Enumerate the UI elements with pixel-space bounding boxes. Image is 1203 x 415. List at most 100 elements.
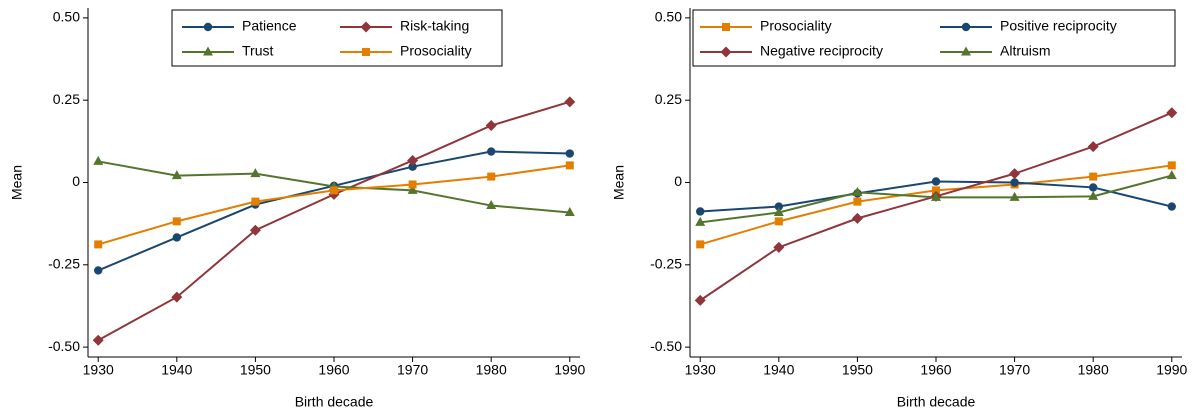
marker (565, 149, 574, 158)
legend-label: Patience (242, 18, 297, 34)
y-tick-label: -0.50 (650, 338, 682, 354)
marker (696, 207, 705, 216)
x-tick-label: 1990 (1156, 362, 1187, 378)
marker (932, 186, 940, 195)
marker (1088, 183, 1098, 192)
marker (931, 191, 941, 201)
marker (330, 186, 338, 195)
x-tick-label: 1940 (161, 362, 192, 378)
marker (408, 180, 417, 189)
legend: Prosociality Positive reciprocity Negative… (692, 9, 1176, 67)
legend-label: Positive reciprocity (1000, 18, 1117, 34)
y-tick-label: -0.25 (48, 256, 80, 272)
x-tick-label: 1970 (999, 362, 1030, 378)
marker (407, 184, 418, 194)
chart-panel: -0.50 -0.25 0 0.25 0.50 1930 1940 1950 1960 1970 1… (611, 8, 1188, 410)
series-line (97, 100, 571, 342)
marker (722, 23, 730, 31)
marker (362, 48, 370, 56)
marker (851, 212, 863, 224)
y-axis-label: Mean (611, 165, 627, 200)
marker (171, 170, 182, 180)
legend-box (171, 9, 503, 67)
y-tick-label: 0 (674, 173, 682, 189)
x-tick-label: 1980 (1078, 362, 1109, 378)
marker (853, 197, 862, 206)
x-tick-label: 1930 (83, 362, 114, 378)
marker (1166, 170, 1177, 180)
marker (931, 177, 941, 186)
marker (852, 186, 863, 196)
marker (408, 162, 417, 171)
marker (1167, 161, 1176, 170)
x-tick-label: 1960 (920, 362, 951, 378)
marker (564, 206, 575, 216)
marker (1089, 172, 1098, 181)
marker (172, 217, 181, 226)
series-line (699, 164, 1172, 246)
marker (486, 200, 497, 210)
y-tick-label: -0.25 (650, 256, 682, 272)
marker (1009, 168, 1021, 180)
y-tick-label: 0.50 (655, 9, 682, 25)
marker (487, 172, 496, 181)
marker (565, 161, 574, 170)
marker (774, 217, 783, 226)
chart-panel: -0.50 -0.25 0 0.25 0.50 1930 1940 1950 1960 1970 1… (9, 8, 586, 410)
marker (486, 147, 496, 156)
legend-label: Risk-taking (400, 18, 469, 34)
marker (1087, 141, 1099, 153)
x-tick-label: 1950 (240, 362, 271, 378)
marker (407, 154, 419, 166)
series-line (97, 164, 570, 246)
x-tick-label: 1930 (685, 362, 716, 378)
marker (1088, 190, 1099, 200)
legend-label: Prosociality (760, 18, 832, 34)
legend-label: Altruism (1000, 43, 1051, 59)
x-tick-label: 1980 (476, 362, 507, 378)
marker (694, 294, 706, 306)
x-tick-label: 1990 (554, 362, 585, 378)
y-tick-label: 0.50 (53, 9, 80, 25)
marker (251, 197, 260, 206)
marker (1167, 202, 1176, 211)
legend-label: Trust (242, 43, 273, 59)
marker (94, 240, 103, 249)
marker (203, 22, 213, 32)
marker (961, 46, 971, 56)
marker (94, 266, 103, 275)
marker (1166, 107, 1178, 119)
marker (961, 22, 971, 32)
x-tick-label: 1970 (397, 362, 428, 378)
marker (360, 21, 372, 33)
marker (249, 224, 261, 236)
marker (171, 291, 183, 303)
x-axis-label: Birth decade (897, 394, 976, 410)
legend-label: Prosociality (400, 43, 472, 59)
x-tick-label: 1950 (842, 362, 873, 378)
legend-label: Negative reciprocity (760, 43, 883, 59)
x-axis-label: Birth decade (295, 394, 374, 410)
marker (485, 120, 497, 132)
marker (773, 241, 785, 253)
x-tick-label: 1940 (763, 362, 794, 378)
y-tick-label: -0.50 (48, 338, 80, 354)
marker (203, 46, 213, 56)
legend: Patience Risk-taking Trust Prosociality (171, 9, 503, 67)
marker (720, 46, 732, 58)
series-line (97, 150, 570, 272)
marker (172, 233, 182, 242)
y-tick-label: 0.25 (53, 91, 80, 107)
marker (564, 96, 576, 108)
legend-box (692, 9, 1176, 67)
marker (774, 202, 784, 211)
marker (250, 168, 261, 178)
marker (92, 334, 104, 346)
marker (1010, 178, 1019, 187)
marker (695, 216, 706, 226)
y-axis-label: Mean (9, 165, 25, 200)
y-tick-label: 0.25 (655, 91, 682, 107)
marker (1009, 191, 1020, 201)
marker (773, 206, 784, 216)
